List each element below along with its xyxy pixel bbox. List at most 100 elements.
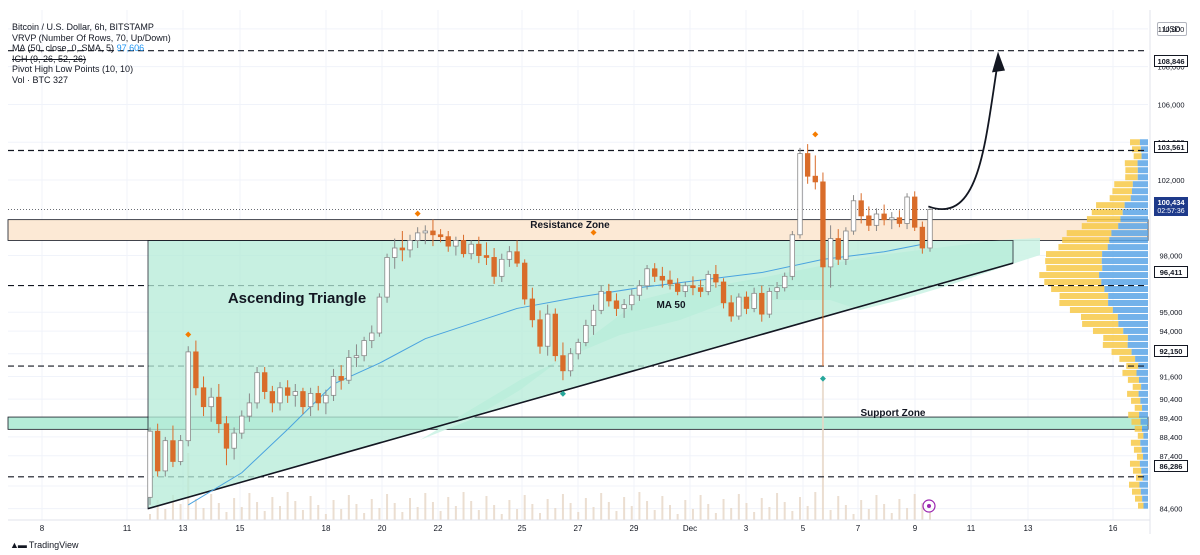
tradingview-footer[interactable]: ▲▬ TradingView [10, 540, 78, 550]
volume-bar [661, 496, 664, 520]
legend-ichimoku[interactable]: ICH (9, 26, 52, 26) [12, 53, 87, 64]
candle [483, 242, 490, 265]
volume-bar [883, 504, 886, 520]
volume-bar [546, 499, 549, 520]
profile-down [1108, 300, 1148, 306]
profile-up [1133, 446, 1142, 453]
projection-arrow [928, 51, 1005, 210]
legend-volume[interactable]: Vol · BTC 327 [12, 74, 69, 85]
candle [392, 238, 398, 269]
profile-down [1139, 460, 1148, 467]
candle-body [200, 387, 207, 408]
profile-up [1046, 251, 1103, 258]
profile-down [1102, 265, 1148, 272]
profile-down [1120, 216, 1148, 223]
candle-body [820, 181, 826, 268]
legend-ma[interactable]: MA (50, close, 0, SMA, 5) 97,606 [12, 43, 145, 54]
volume-bar [714, 513, 717, 520]
profile-down [1127, 341, 1148, 348]
candle [338, 365, 344, 390]
pivot-marker-1 [414, 210, 421, 217]
profile-up [1109, 195, 1131, 202]
candle [254, 367, 260, 409]
candle-body [697, 287, 704, 292]
candle-body [904, 196, 910, 224]
candle-body [782, 275, 788, 289]
candle [598, 285, 604, 315]
profile-down [1140, 488, 1148, 495]
currency-selector[interactable]: USD [1157, 22, 1187, 36]
candle-body [560, 355, 566, 372]
candle-body [422, 230, 428, 234]
volume-bar [615, 511, 618, 520]
profile-up [1130, 439, 1141, 446]
volume-bar [531, 504, 534, 520]
volume-bar [164, 509, 167, 520]
legend-pivot[interactable]: Pivot High Low Points (10, 10) [12, 64, 134, 75]
x-tick-label: 8 [40, 524, 45, 533]
candle [223, 416, 230, 466]
volume-bar [844, 505, 847, 520]
ma-50-label: MA 50 [656, 300, 686, 311]
candle-body [369, 332, 375, 341]
volume-bar [202, 508, 205, 520]
profile-up [1132, 467, 1142, 474]
candle-body [399, 247, 406, 251]
x-tick-label: 22 [434, 524, 443, 533]
volume-bar [225, 512, 228, 520]
candle [743, 291, 750, 315]
volume-bar [431, 502, 434, 520]
x-tick-label: 13 [1024, 524, 1033, 533]
candle-body [537, 319, 543, 347]
volume-bar [286, 492, 289, 520]
profile-down [1111, 230, 1148, 237]
candle-body [774, 287, 780, 292]
candle [522, 259, 528, 305]
candle [697, 280, 704, 298]
candle [506, 246, 513, 267]
x-axis[interactable]: 8 11 13 15 18 20 22 25 27 29 Dec 3 5 7 9 11 13 16 [8, 519, 1150, 533]
volume-bar [737, 494, 740, 520]
candle [193, 340, 199, 396]
candle-body [575, 342, 581, 355]
x-tick-label: Dec [683, 524, 697, 533]
legend-vrvp[interactable]: VRVP (Number Of Rows, 70, Up/Down) [12, 32, 171, 43]
volume-bar [691, 509, 694, 520]
profile-down [1139, 139, 1148, 146]
x-tick-label: 7 [856, 524, 861, 533]
candle-body [858, 200, 864, 217]
candle [850, 195, 857, 235]
volume-bar [730, 508, 733, 520]
candle-body [491, 257, 497, 277]
candle [476, 236, 482, 264]
volume-bar [447, 497, 450, 520]
candles[interactable] [147, 144, 933, 505]
replay-icon[interactable] [922, 499, 936, 513]
y-tick-label: 94,000 [1160, 327, 1183, 336]
profile-up [1059, 300, 1109, 306]
volume-bar [355, 504, 358, 520]
volume-bar [707, 504, 710, 520]
volume-bar [806, 506, 809, 520]
profile-down [1107, 244, 1148, 251]
pivot-marker-0 [185, 331, 192, 338]
profile-down [1130, 195, 1148, 202]
candle-body [239, 415, 245, 434]
profile-up [1114, 181, 1133, 188]
candle-body [384, 257, 390, 298]
x-tick-label: 13 [179, 524, 188, 533]
profile-down [1143, 502, 1148, 509]
candle-body [522, 262, 528, 300]
ascending-triangle [147, 239, 1014, 510]
candle [881, 204, 887, 226]
legend-symbol[interactable]: Bitcoin / U.S. Dollar, 6h, BITSTAMP [12, 22, 154, 32]
candle-body [407, 240, 413, 251]
profile-up [1080, 313, 1118, 320]
volume-bar [753, 512, 756, 520]
volume-bar [477, 510, 480, 520]
candle [422, 225, 428, 245]
volume-bar [867, 509, 870, 520]
candle [315, 385, 321, 411]
pivot-marker-2 [590, 229, 597, 236]
